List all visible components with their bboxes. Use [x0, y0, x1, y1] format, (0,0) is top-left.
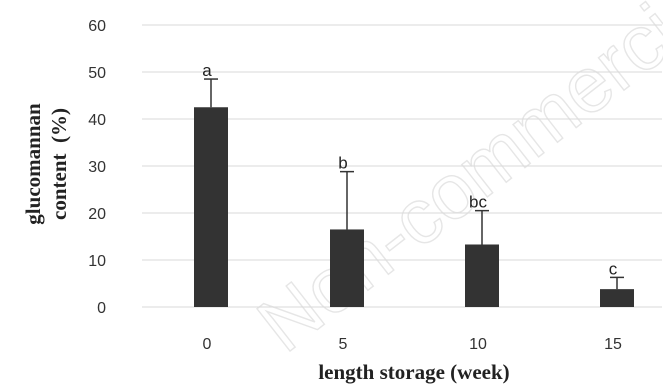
y-tick-label: 30 [88, 159, 106, 176]
y-axis-title-line-1: glucomannan [21, 103, 45, 225]
y-tick-label: 0 [97, 300, 106, 317]
bar-week-15 [600, 289, 634, 307]
significance-label: a [202, 61, 212, 80]
significance-label: bc [469, 193, 487, 212]
x-tick-labels: 0 5 10 15 [203, 336, 622, 353]
y-tick-label: 60 [88, 18, 106, 35]
y-axis-title-line-2: content (%) [47, 108, 71, 220]
y-tick-label: 10 [88, 253, 106, 270]
x-tick-label: 10 [469, 336, 487, 353]
bar-week-5 [330, 229, 364, 307]
y-tick-label: 20 [88, 206, 106, 223]
bar-week-10 [465, 244, 499, 307]
watermark-text: Non-commercial [241, 0, 663, 368]
y-tick-label: 40 [88, 112, 106, 129]
bar-week-0 [194, 107, 228, 307]
y-tick-label: 50 [88, 65, 106, 82]
x-axis-title: length storage (week) [318, 360, 509, 384]
x-tick-label: 0 [203, 336, 212, 353]
y-tick-labels: 0 10 20 30 40 50 60 [88, 18, 106, 317]
y-axis-title: glucomannan content (%) [21, 103, 71, 225]
significance-label: c [609, 259, 618, 278]
x-tick-label: 5 [339, 336, 348, 353]
significance-label: b [338, 154, 347, 173]
x-tick-label: 15 [604, 336, 622, 353]
